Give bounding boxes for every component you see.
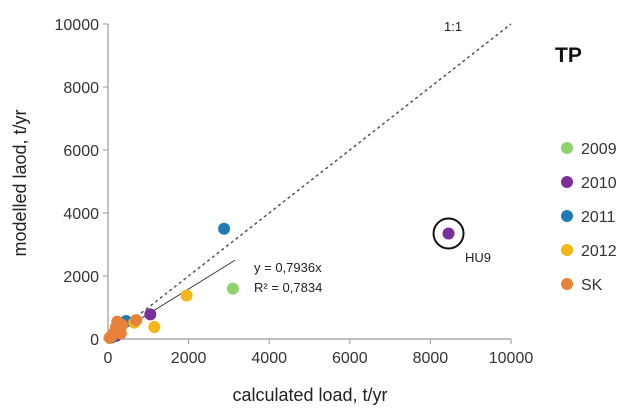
x-axis-title: calculated load, t/yr	[232, 385, 387, 405]
x-tick-label: 10000	[489, 350, 534, 367]
x-tick-label: 0	[104, 350, 113, 367]
y-tick-label: 4000	[63, 206, 99, 223]
legend-label-2012: 2012	[581, 243, 617, 260]
data-point-sk	[103, 331, 116, 344]
x-tick-label: 2000	[171, 350, 207, 367]
data-point-2010	[442, 227, 455, 240]
y-axis-title: modelled laod, t/yr	[10, 109, 30, 256]
data-point-2012	[180, 289, 193, 302]
identity-label: 1:1	[444, 19, 462, 34]
data-point-2011	[218, 222, 231, 235]
data-point-2009	[226, 282, 239, 295]
legend-marker-2009	[561, 142, 573, 154]
data-points	[103, 222, 455, 345]
panel-label: TP	[555, 44, 582, 67]
y-tick-label: 2000	[63, 269, 99, 286]
x-tick-label: 6000	[332, 350, 368, 367]
x-tick-group: 0 2000 4000 6000 8000 10000	[104, 339, 534, 367]
legend-label-sk: SK	[581, 277, 603, 294]
hu9-highlight-circle	[432, 217, 465, 250]
y-tick-label: 8000	[63, 80, 99, 97]
legend-label-2010: 2010	[581, 175, 617, 192]
y-tick-label: 0	[90, 332, 99, 349]
x-tick-label: 8000	[413, 350, 449, 367]
regression-equation: y = 0,7936x	[254, 260, 322, 275]
x-tick-label: 4000	[251, 350, 287, 367]
data-point-2012	[148, 321, 161, 334]
legend-marker-2012	[561, 244, 573, 256]
legend-marker-2010	[561, 176, 573, 188]
data-point-2010	[144, 308, 157, 321]
y-tick-group: 0 2000 4000 6000 8000 10000	[55, 17, 108, 349]
data-point-sk	[130, 314, 143, 327]
legend-marker-2011	[561, 210, 573, 222]
legend-label-2011: 2011	[581, 209, 616, 226]
y-tick-label: 10000	[55, 17, 100, 34]
data-point-sk	[114, 327, 127, 340]
legend-marker-sk	[561, 278, 573, 290]
legend-label-2009: 2009	[581, 141, 617, 158]
y-tick-label: 6000	[63, 143, 99, 160]
hu9-label: HU9	[465, 250, 491, 265]
identity-line	[107, 23, 512, 340]
regression-r2: R² = 0,7834	[254, 280, 322, 295]
legend: 2009 2010 2011 2012 SK	[561, 141, 617, 294]
